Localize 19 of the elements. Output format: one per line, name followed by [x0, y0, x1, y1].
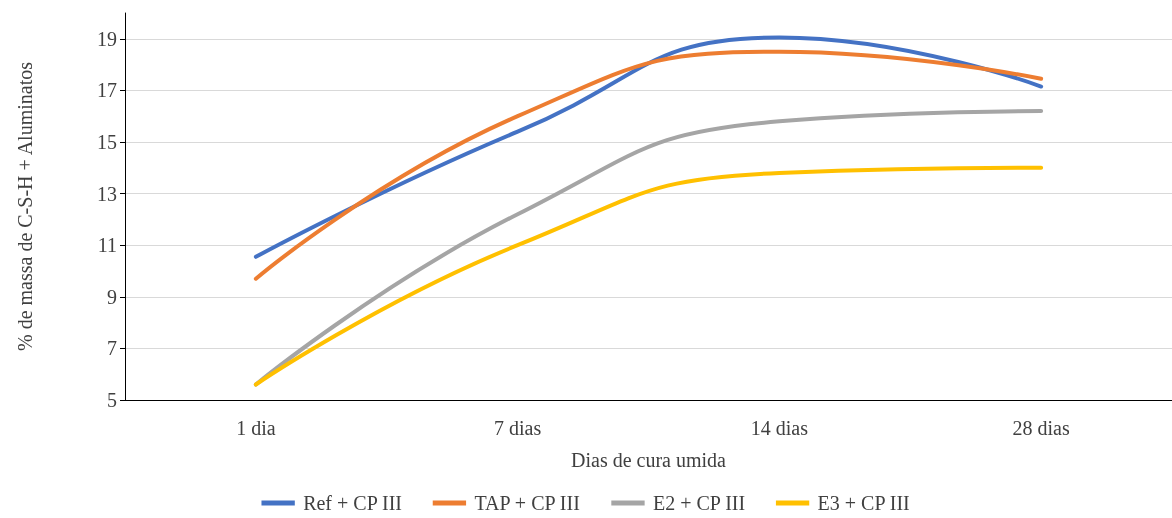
y-axis-title: % de massa de C-S-H + Aluminatos	[14, 61, 36, 352]
y-tick-label: 19	[97, 27, 117, 50]
y-tick-label: 13	[97, 182, 117, 205]
y-tick-label: 15	[97, 131, 117, 153]
y-tick-label: 5	[107, 389, 117, 411]
x-tick-label: 14 dias	[750, 417, 809, 439]
legend-label: TAP + CP III	[474, 492, 580, 514]
legend-label: E2 + CP III	[652, 492, 746, 514]
x-tick-label: 28 dias	[1012, 417, 1070, 439]
y-tick-label: 9	[107, 285, 117, 308]
y-tick-label: 7	[107, 337, 117, 360]
line-series	[253, 165, 1044, 387]
y-tick-label: 11	[97, 234, 117, 257]
x-tick-label: 7 dias	[494, 417, 542, 439]
x-axis-title: Dias de cura umida	[571, 449, 727, 471]
x-tick-label: 1 dia	[236, 417, 276, 439]
legend-label: E3 + CP III	[817, 492, 910, 514]
y-tick-label: 17	[97, 79, 117, 102]
legend-label: Ref + CP III	[303, 492, 402, 514]
